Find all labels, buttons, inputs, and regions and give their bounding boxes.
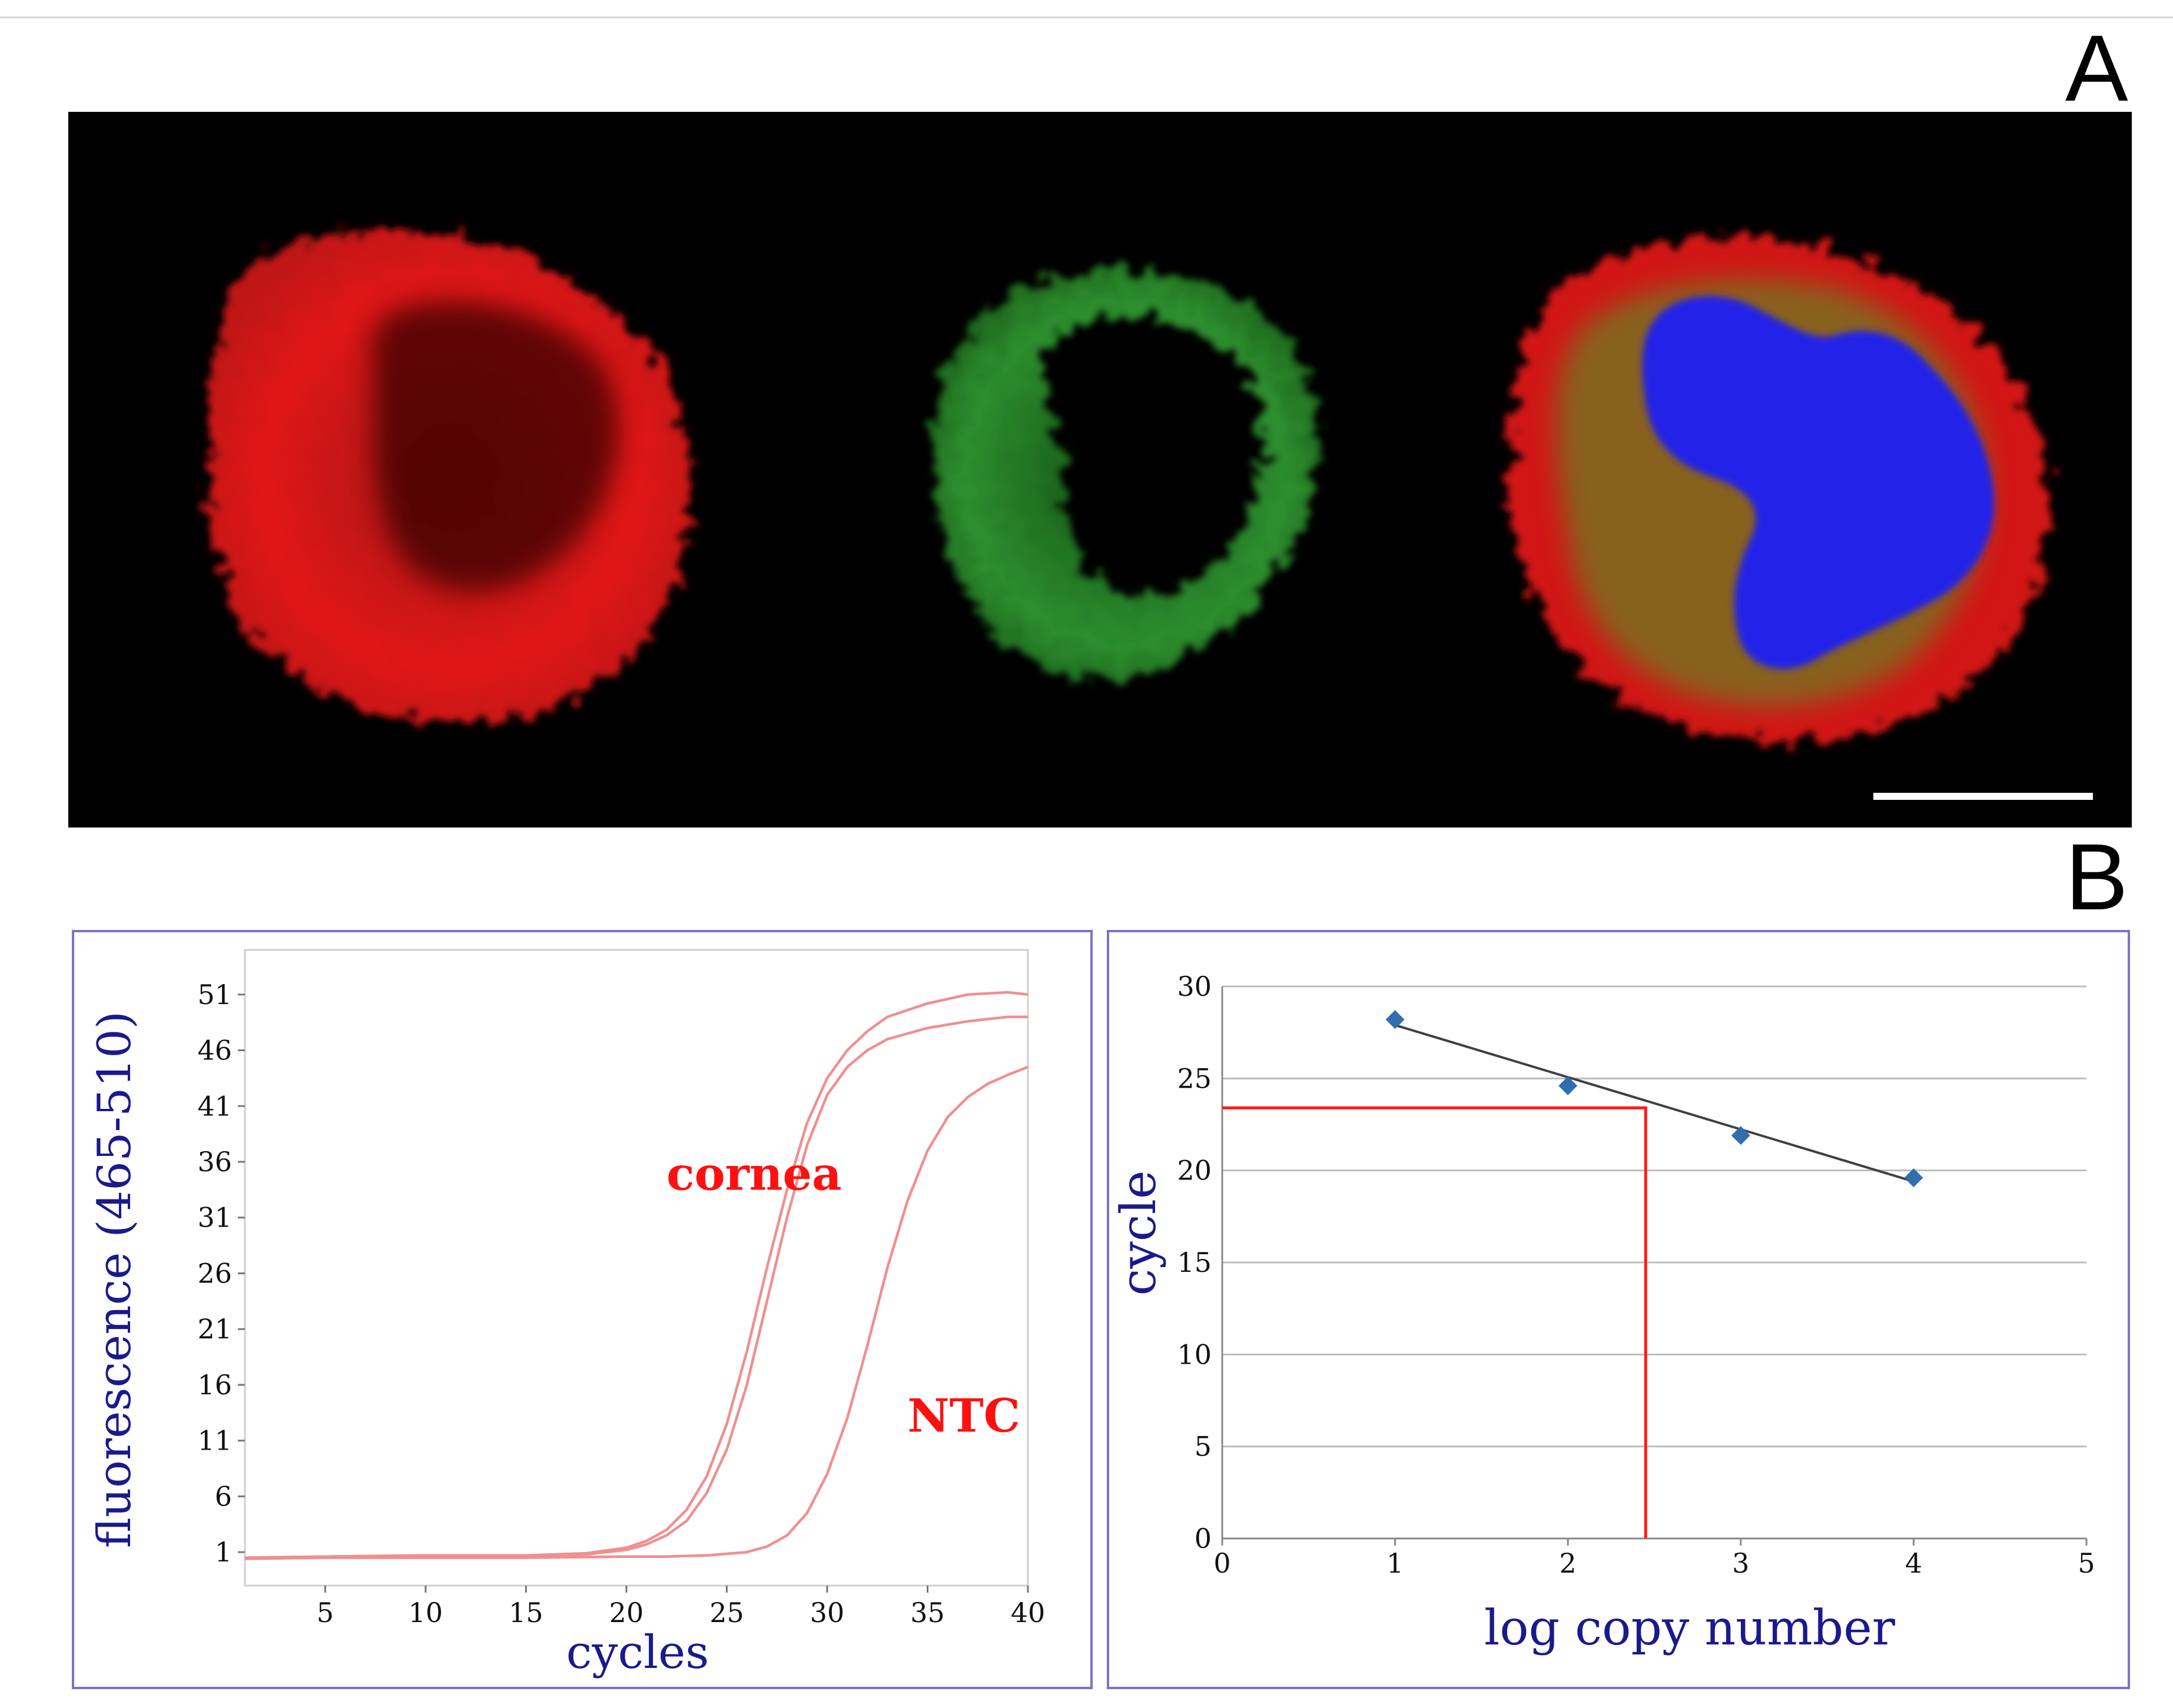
y-tick-label: 5 (1195, 1431, 1212, 1463)
x-tick-label: 2 (1560, 1547, 1577, 1579)
panel-label-a: A (2065, 15, 2128, 121)
amplification-chart: 5 10 15 20 25 30 35 4016111621263136414651cycle… (88, 949, 1046, 1679)
y-tick-label: 51 (197, 979, 232, 1011)
scale-bar (1873, 793, 2093, 800)
annotation-ntc: NTC (907, 1390, 1020, 1443)
y-axis-title: fluorescence (465-510) (88, 1011, 141, 1548)
x-tick-label: 20 (609, 1597, 644, 1629)
x-tick-label: 4 (1905, 1547, 1922, 1579)
y-tick-label: 36 (197, 1146, 232, 1178)
x-tick-label: 40 (1011, 1597, 1046, 1629)
amplification-curve-3 (244, 1065, 1029, 1560)
x-tick-label: 30 (810, 1597, 845, 1629)
x-axis-title: log copy number (1484, 1600, 1896, 1656)
data-point-3 (1731, 1126, 1750, 1145)
top-divider (0, 16, 2173, 18)
y-tick-label: 20 (1177, 1155, 1212, 1187)
standard-curve-chart: 0 5 10 15 20 25 30 0 1 2 3 4 5 log copy number cycle (1111, 971, 2095, 1656)
x-tick-label: 25 (709, 1597, 744, 1629)
y-tick-label: 21 (197, 1313, 232, 1345)
amplification-chart-frame: 5 10 15 20 25 30 35 40 1 6 11 16 21 26 31 36 41 46 51 cycle… (72, 930, 1093, 1689)
merged-cell (1509, 237, 2050, 742)
data-point-4 (1904, 1168, 1923, 1188)
y-tick-label: 31 (197, 1202, 232, 1234)
data-point-1 (1385, 1010, 1405, 1029)
x-tick-label: 1 (1386, 1547, 1404, 1579)
y-tick-label: 10 (1177, 1338, 1212, 1370)
red-cell (208, 230, 691, 725)
trendline (1395, 1024, 1914, 1183)
y-tick-label: 25 (1177, 1062, 1212, 1094)
standard-curve-frame: 0 5 10 15 20 25 30 0 1 2 3 4 5 log copy number cycle (1107, 930, 2130, 1689)
y-tick-label: 11 (197, 1425, 232, 1457)
x-tick-label: 35 (910, 1597, 945, 1629)
y-tick-label: 0 (1195, 1523, 1212, 1554)
annotation-cornea: cornea (666, 1147, 842, 1201)
x-tick-label: 5 (317, 1597, 334, 1629)
y-axis-title: cycle (1111, 1171, 1167, 1296)
x-tick-label: 0 (1213, 1547, 1230, 1579)
amplification-curve-2 (244, 1015, 1028, 1559)
x-tick-label: 10 (409, 1597, 443, 1629)
y-tick-label: 46 (197, 1035, 232, 1066)
y-tick-label: 1 (215, 1536, 232, 1568)
y-tick-label: 6 (215, 1480, 232, 1512)
x-tick-label: 5 (2078, 1547, 2095, 1579)
data-point-2 (1558, 1076, 1578, 1095)
x-tick-label: 15 (509, 1597, 543, 1629)
plot-area (244, 949, 1029, 1587)
x-axis-title: cycles (566, 1626, 709, 1679)
y-tick-label: 41 (197, 1090, 232, 1122)
microscopy-panel (68, 112, 2132, 828)
microscopy-image (208, 230, 2093, 800)
y-tick-label: 30 (1177, 971, 1212, 1002)
y-tick-label: 26 (197, 1257, 232, 1289)
y-tick-label: 16 (197, 1369, 232, 1401)
guide-line (1222, 1106, 1647, 1538)
x-tick-label: 3 (1732, 1547, 1749, 1579)
panel-label-b: B (2065, 824, 2128, 929)
y-tick-label: 15 (1177, 1247, 1212, 1278)
green-cell (931, 268, 1319, 682)
